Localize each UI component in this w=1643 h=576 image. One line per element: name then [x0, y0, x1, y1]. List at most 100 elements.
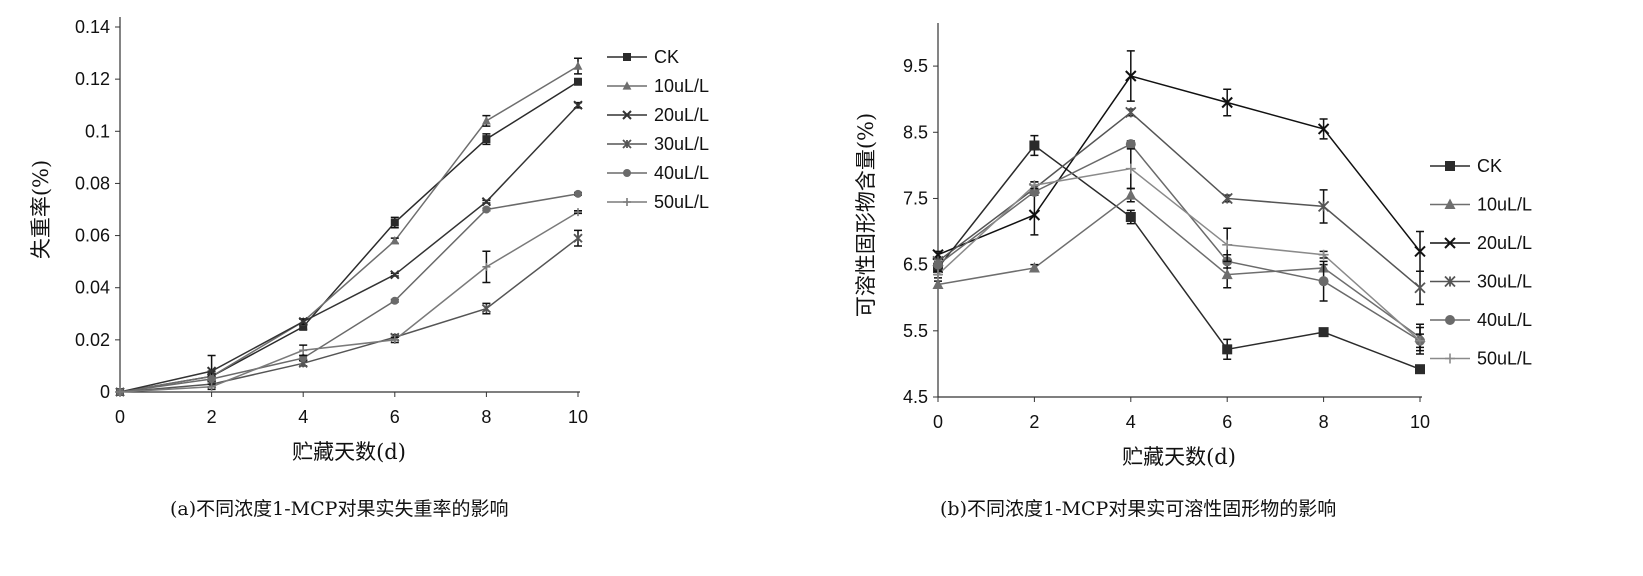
data-point-shape — [1317, 123, 1330, 135]
series-line — [937, 144, 1421, 370]
x-tick-label: 10 — [1410, 412, 1430, 432]
series-line — [937, 167, 1421, 342]
data-point-shape — [1318, 276, 1329, 287]
y-tick-label: 4.5 — [903, 387, 928, 407]
data-point — [482, 116, 491, 125]
series-20uL/L — [932, 50, 1426, 273]
data-point-shape — [1028, 209, 1041, 221]
data-point — [481, 196, 492, 207]
data-point-shape — [1029, 140, 1040, 151]
data-point-shape — [206, 366, 217, 376]
data-point-shape — [1414, 282, 1426, 294]
data-point — [298, 316, 308, 327]
legend-item: 10uL/L — [607, 76, 709, 96]
series-30uL/L — [115, 229, 583, 397]
data-point-shape — [1317, 200, 1330, 213]
data-point — [574, 77, 582, 86]
y-tick-label: 0.12 — [75, 69, 110, 89]
data-point-shape — [1415, 335, 1425, 346]
data-point — [574, 208, 582, 217]
series-20uL/L — [115, 100, 583, 397]
data-point-shape — [1029, 186, 1040, 197]
data-point — [573, 100, 583, 110]
legend-marker-shape — [1445, 161, 1455, 171]
legend-marker — [1444, 198, 1456, 209]
series-40uL/L — [933, 139, 1425, 355]
series-line — [119, 193, 579, 393]
legend-item: 20uL/L — [1430, 233, 1532, 253]
legend-marker-shape — [622, 139, 632, 149]
data-point-shape — [1222, 344, 1233, 355]
data-point — [481, 303, 492, 314]
data-point-shape — [207, 382, 216, 391]
legend-marker — [1444, 237, 1456, 249]
legend-marker-shape — [1444, 198, 1456, 209]
y-tick-label: 0 — [100, 382, 110, 402]
data-point-shape — [574, 208, 582, 217]
data-point — [482, 262, 491, 271]
data-point — [1029, 186, 1040, 197]
legend-label: 40uL/L — [654, 163, 709, 183]
data-point-shape — [1029, 180, 1040, 191]
series-40uL/L — [116, 189, 582, 396]
data-point-shape — [1125, 163, 1136, 174]
legend-marker-shape — [1445, 315, 1455, 325]
data-point — [299, 322, 308, 331]
data-point-shape — [481, 303, 492, 314]
legend-label: 30uL/L — [1477, 272, 1532, 292]
series-line — [937, 194, 1421, 339]
data-point — [933, 259, 943, 270]
legend-label: 10uL/L — [654, 76, 709, 96]
data-point-shape — [1125, 70, 1137, 82]
legend-item: 40uL/L — [607, 163, 709, 183]
data-point — [932, 278, 944, 289]
series-CK — [933, 134, 1425, 375]
data-point — [1414, 282, 1426, 294]
y-tick-label: 0.1 — [85, 121, 110, 141]
y-tick-label: 6.5 — [903, 255, 928, 275]
series-line — [119, 237, 579, 393]
data-point — [207, 374, 216, 383]
data-point-shape — [116, 388, 124, 396]
data-point-shape — [207, 374, 216, 383]
data-point-shape — [573, 100, 583, 110]
series-CK — [116, 77, 582, 396]
legend-item: 30uL/L — [607, 134, 709, 154]
legend-marker-shape — [1444, 275, 1456, 288]
x-axis-title: 贮藏天数(d) — [1122, 445, 1236, 469]
series-line — [119, 65, 579, 393]
data-point-shape — [573, 233, 583, 243]
data-point — [1414, 245, 1426, 258]
legend-item: CK — [1430, 156, 1502, 176]
data-point-shape — [933, 269, 943, 280]
data-point — [1029, 180, 1040, 191]
legend-marker-shape — [623, 53, 631, 61]
data-point — [390, 218, 399, 227]
data-point — [1415, 335, 1425, 346]
x-tick-label: 4 — [298, 407, 308, 427]
data-point-shape — [481, 196, 492, 207]
legend-marker — [1445, 315, 1455, 325]
legend-marker — [623, 169, 631, 177]
x-tick-label: 0 — [115, 407, 125, 427]
data-point — [1318, 327, 1329, 338]
data-point-shape — [573, 61, 583, 70]
data-point-shape — [390, 269, 400, 280]
data-point — [390, 296, 399, 305]
legend-item: 10uL/L — [1430, 195, 1532, 215]
data-point — [1125, 139, 1136, 150]
data-point-shape — [482, 262, 491, 271]
legend-label: 50uL/L — [1477, 349, 1532, 369]
data-point-shape — [482, 116, 491, 125]
data-point-shape — [1125, 189, 1137, 200]
data-point — [1317, 123, 1330, 135]
data-point — [1125, 70, 1137, 82]
data-point — [1125, 189, 1137, 200]
data-point-shape — [1221, 96, 1233, 109]
soluble-solids-chart: 4.5 5.5 6.5 7.5 8.5 9.5 0 2 4 6 8 10 贮藏天数(d) 可溶性固形物含量… — [854, 23, 1532, 469]
legend-marker-shape — [622, 110, 632, 120]
data-point — [482, 205, 491, 214]
data-point — [1125, 106, 1137, 119]
data-point — [573, 61, 583, 70]
data-point-shape — [1125, 106, 1137, 119]
